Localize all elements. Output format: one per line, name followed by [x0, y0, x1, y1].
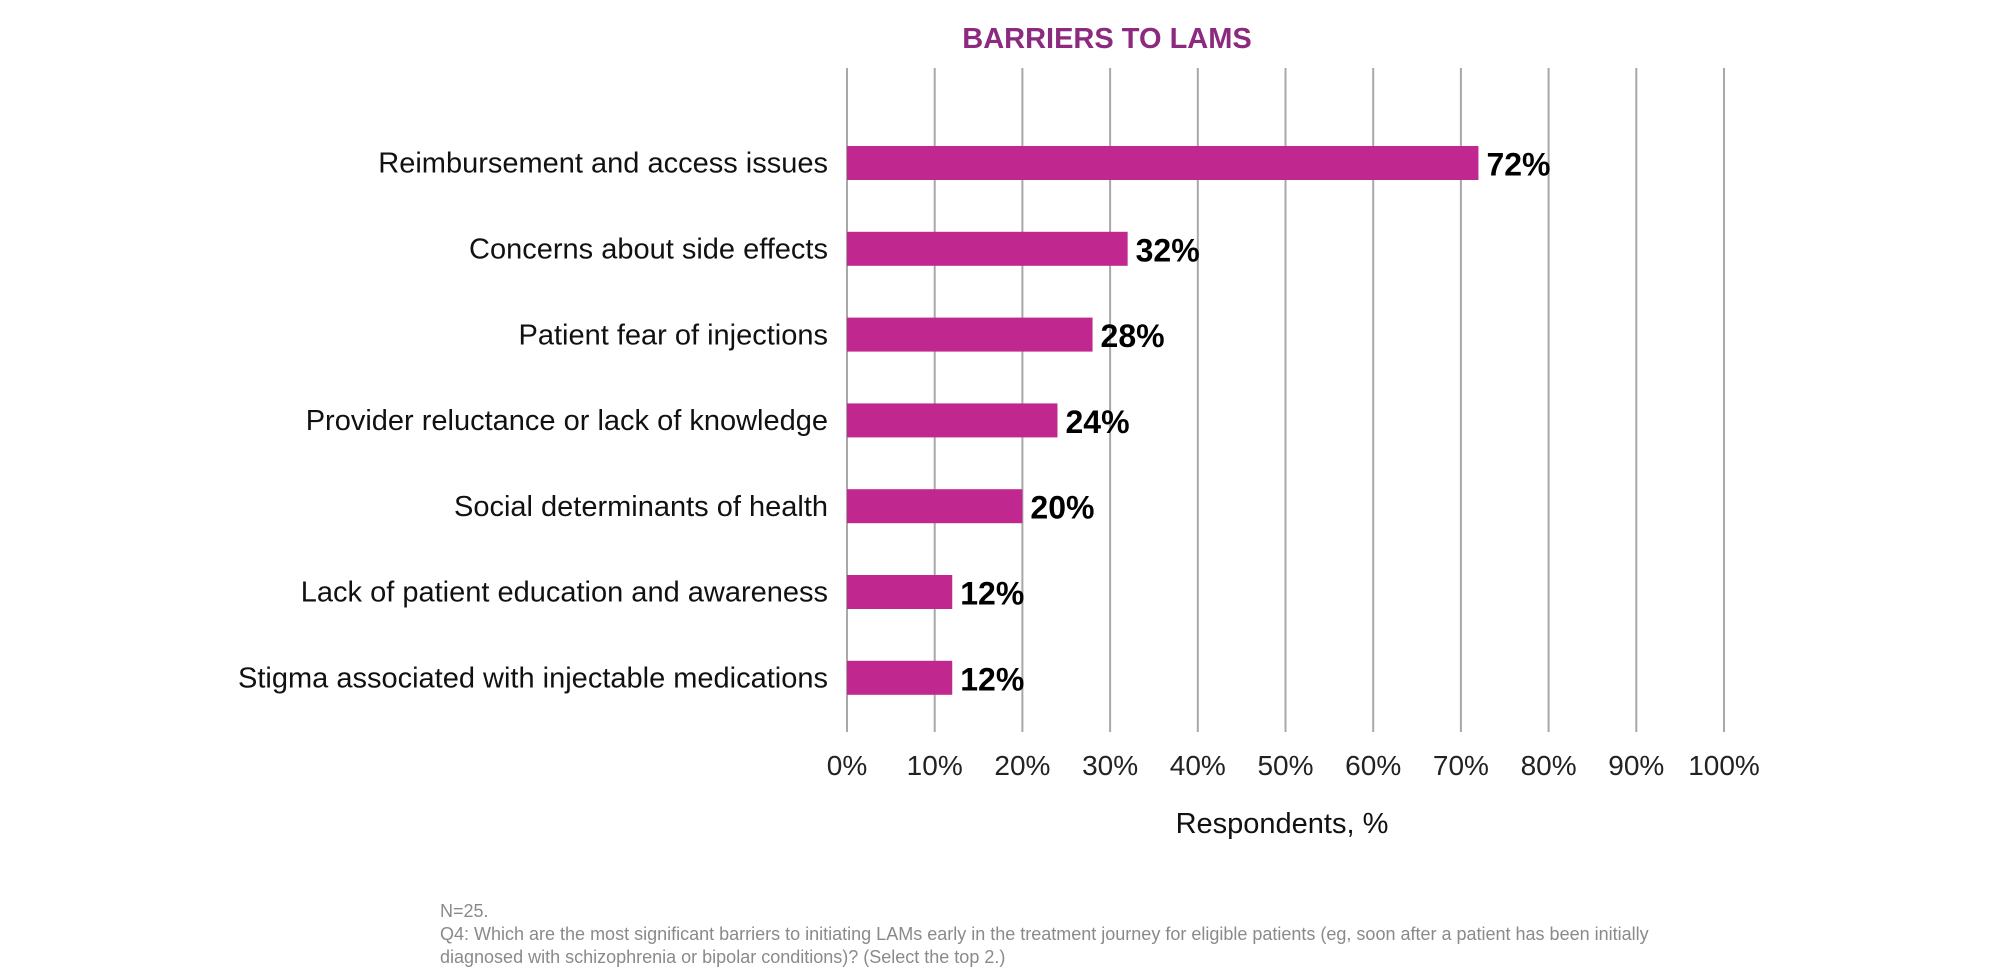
- data-label: 32%: [1136, 232, 1200, 268]
- x-tick-label: 0%: [827, 750, 867, 781]
- data-label: 24%: [1065, 404, 1129, 440]
- question-text-line-2: diagnosed with schizophrenia or bipolar …: [440, 947, 1006, 967]
- bar: [847, 489, 1023, 524]
- bar: [847, 231, 1128, 266]
- x-tick-label: 90%: [1608, 750, 1664, 781]
- bar: [847, 403, 1058, 438]
- footnote: N=25. Q4: Which are the most significant…: [440, 900, 1760, 969]
- category-label: Reimbursement and access issues: [378, 148, 828, 180]
- bar: [847, 575, 953, 609]
- x-tick-label: 50%: [1257, 750, 1313, 781]
- category-label: Concerns about side effects: [469, 233, 828, 265]
- x-axis-ticks: 0% 10% 20% 30% 40% 50% 60% 70% 80% 90% 100%: [827, 750, 1760, 781]
- data-label: 12%: [960, 661, 1024, 697]
- category-label: Lack of patient education and awareness: [301, 577, 828, 609]
- bar: [847, 317, 1093, 352]
- bar: [847, 146, 1479, 180]
- x-tick-label: 10%: [907, 750, 963, 781]
- category-label: Stigma associated with injectable medica…: [238, 662, 828, 694]
- chart-title: BARRIERS TO LAMS: [962, 23, 1251, 55]
- x-tick-label: 40%: [1170, 750, 1226, 781]
- data-labels: 72% 32% 28% 24% 20% 12% 12%: [960, 146, 1550, 697]
- category-labels: Reimbursement and access issues Concerns …: [238, 148, 828, 695]
- category-label: Patient fear of injections: [518, 319, 828, 351]
- x-tick-label: 60%: [1345, 750, 1401, 781]
- bar: [847, 660, 953, 695]
- data-label: 12%: [960, 575, 1024, 611]
- x-tick-label: 100%: [1688, 750, 1760, 781]
- x-tick-label: 70%: [1433, 750, 1489, 781]
- x-tick-label: 80%: [1521, 750, 1577, 781]
- x-tick-label: 30%: [1082, 750, 1138, 781]
- bars: [847, 146, 1479, 695]
- sample-size-note: N=25.: [440, 901, 489, 921]
- x-axis-title: Respondents, %: [1176, 808, 1389, 840]
- category-label: Social determinants of health: [454, 491, 828, 523]
- x-tick-label: 20%: [994, 750, 1050, 781]
- data-label: 28%: [1101, 318, 1165, 354]
- bar-chart: BARRIERS TO LAMS Reimbursement and acces…: [238, 23, 1760, 840]
- data-label: 20%: [1030, 490, 1094, 526]
- question-text-line-1: Q4: Which are the most significant barri…: [440, 924, 1649, 944]
- category-label: Provider reluctance or lack of knowledge: [306, 405, 828, 437]
- data-label: 72%: [1486, 146, 1550, 182]
